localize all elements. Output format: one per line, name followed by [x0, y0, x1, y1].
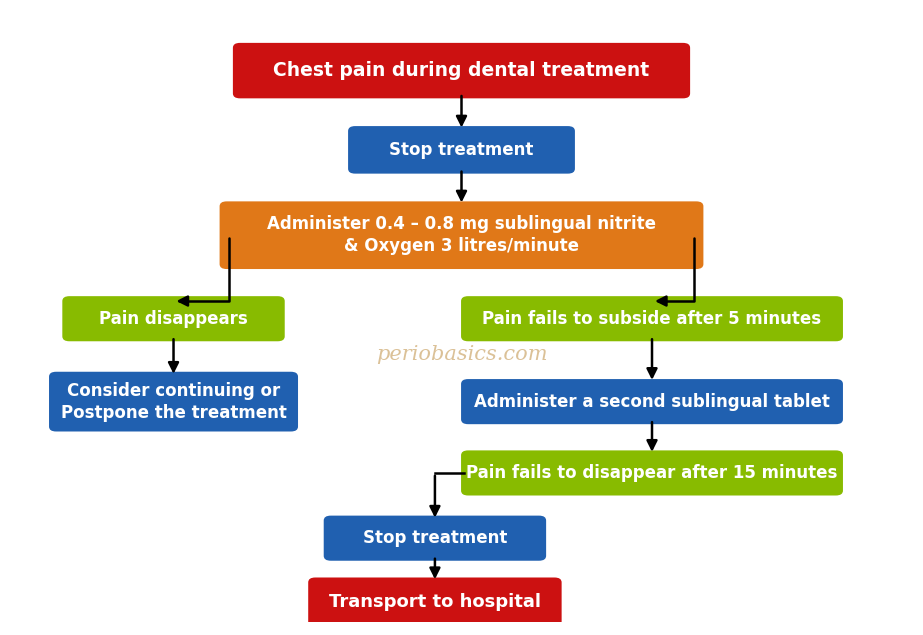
FancyBboxPatch shape [233, 43, 690, 98]
FancyBboxPatch shape [49, 371, 298, 432]
Text: Stop treatment: Stop treatment [363, 529, 507, 547]
Text: Stop treatment: Stop treatment [390, 141, 533, 159]
Text: Consider continuing or
Postpone the treatment: Consider continuing or Postpone the trea… [61, 382, 286, 422]
FancyBboxPatch shape [348, 126, 575, 173]
Text: Pain fails to subside after 5 minutes: Pain fails to subside after 5 minutes [483, 310, 821, 328]
FancyBboxPatch shape [462, 296, 843, 341]
Text: Pain disappears: Pain disappears [99, 310, 248, 328]
FancyBboxPatch shape [308, 577, 561, 627]
FancyBboxPatch shape [462, 450, 843, 495]
Text: Chest pain during dental treatment: Chest pain during dental treatment [273, 61, 650, 80]
Text: periobasics.com: periobasics.com [376, 345, 547, 364]
FancyBboxPatch shape [220, 201, 703, 269]
Text: Administer 0.4 – 0.8 mg sublingual nitrite
& Oxygen 3 litres/minute: Administer 0.4 – 0.8 mg sublingual nitri… [267, 215, 656, 255]
Text: Pain fails to disappear after 15 minutes: Pain fails to disappear after 15 minutes [466, 464, 838, 482]
Text: Administer a second sublingual tablet: Administer a second sublingual tablet [474, 392, 830, 411]
FancyBboxPatch shape [462, 379, 843, 424]
FancyBboxPatch shape [324, 516, 546, 561]
FancyBboxPatch shape [63, 296, 284, 341]
Text: Transport to hospital: Transport to hospital [329, 593, 541, 611]
